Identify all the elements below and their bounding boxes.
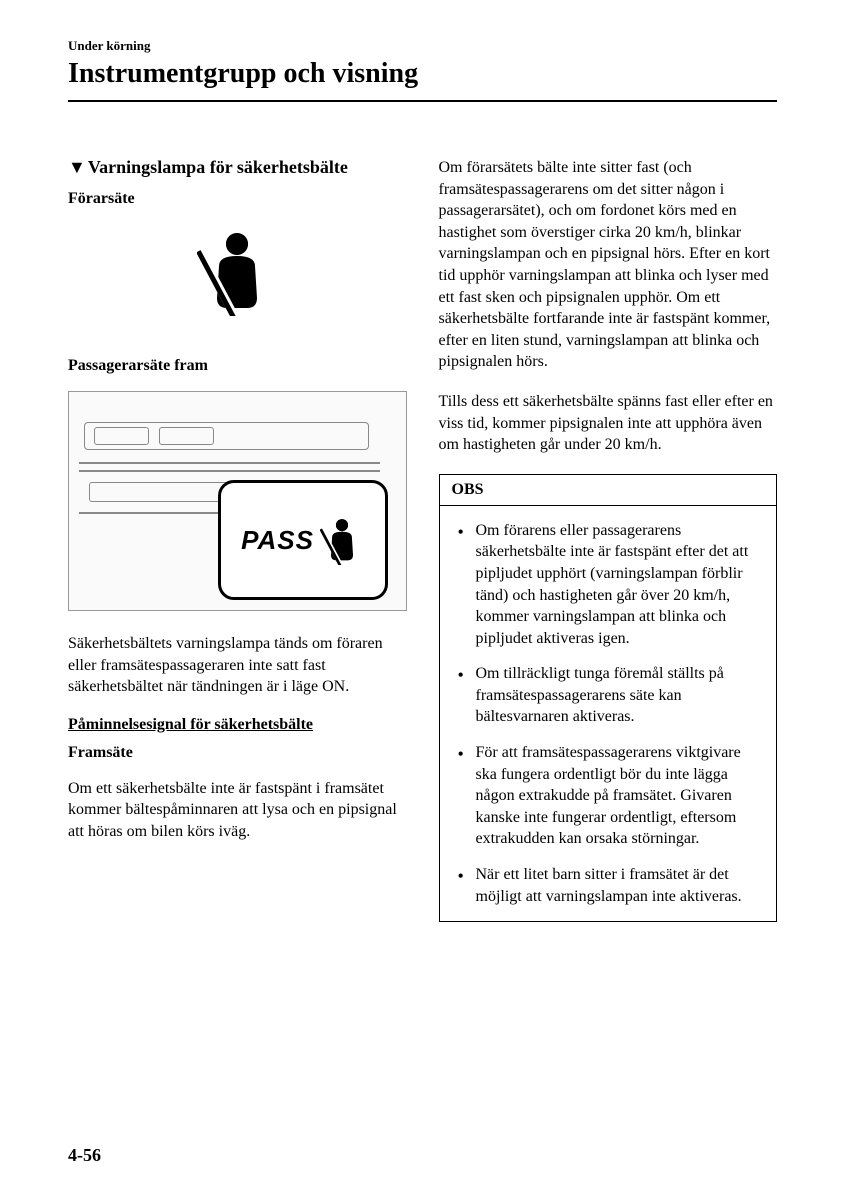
- obs-note-box: OBS Om förarens eller passagerarens säke…: [439, 474, 778, 923]
- passenger-seat-heading: Passagerarsäte fram: [68, 357, 407, 375]
- driver-seat-heading: Förarsäte: [68, 190, 407, 208]
- signal-continue-paragraph: Tills dess ett säkerhetsbälte spänns fas…: [439, 391, 778, 456]
- obs-item: När ett litet barn sitter i framsätet är…: [456, 864, 761, 907]
- obs-list: Om förarens eller passagerarens säkerhet…: [456, 520, 761, 908]
- seatbelt-warning-icon: [320, 515, 364, 565]
- page-number: 4-56: [68, 1145, 101, 1166]
- front-seat-paragraph: Om ett säkerhetsbälte inte är fastspänt …: [68, 778, 407, 843]
- content-columns: ▼ Varningslampa för säkerhetsbälte Förar…: [68, 157, 777, 922]
- pass-indicator-callout: PASS: [218, 480, 388, 600]
- seatbelt-warning-icon: [197, 226, 277, 316]
- page-title: Instrumentgrupp och visning: [68, 58, 777, 102]
- front-seat-heading: Framsäte: [68, 744, 407, 762]
- section-title-text: Varningslampa för säkerhetsbälte: [88, 157, 348, 178]
- seatbelt-icon-figure: [68, 226, 407, 321]
- dashboard-illustration: PASS: [68, 391, 407, 611]
- speed-warning-paragraph: Om förarsätets bälte inte sitter fast (o…: [439, 157, 778, 373]
- chapter-label: Under körning: [68, 38, 777, 54]
- left-column: ▼ Varningslampa för säkerhetsbälte Förar…: [68, 157, 407, 922]
- obs-item: För att framsätespassagerarens viktgivar…: [456, 742, 761, 850]
- reminder-signal-heading: Påminnelsesignal för säkerhetsbälte: [68, 716, 407, 734]
- obs-body: Om förarens eller passagerarens säkerhet…: [440, 506, 777, 922]
- obs-item: Om förarens eller passagerarens säkerhet…: [456, 520, 761, 650]
- warning-lamp-paragraph: Säkerhetsbältets varningslampa tänds om …: [68, 633, 407, 698]
- page-header: Under körning Instrumentgrupp och visnin…: [68, 38, 777, 102]
- pass-label: PASS: [241, 525, 314, 556]
- obs-heading: OBS: [440, 475, 777, 506]
- triangle-marker-icon: ▼: [68, 157, 86, 178]
- section-heading: ▼ Varningslampa för säkerhetsbälte: [68, 157, 407, 178]
- right-column: Om förarsätets bälte inte sitter fast (o…: [439, 157, 778, 922]
- obs-item: Om tillräckligt tunga föremål ställts på…: [456, 663, 761, 728]
